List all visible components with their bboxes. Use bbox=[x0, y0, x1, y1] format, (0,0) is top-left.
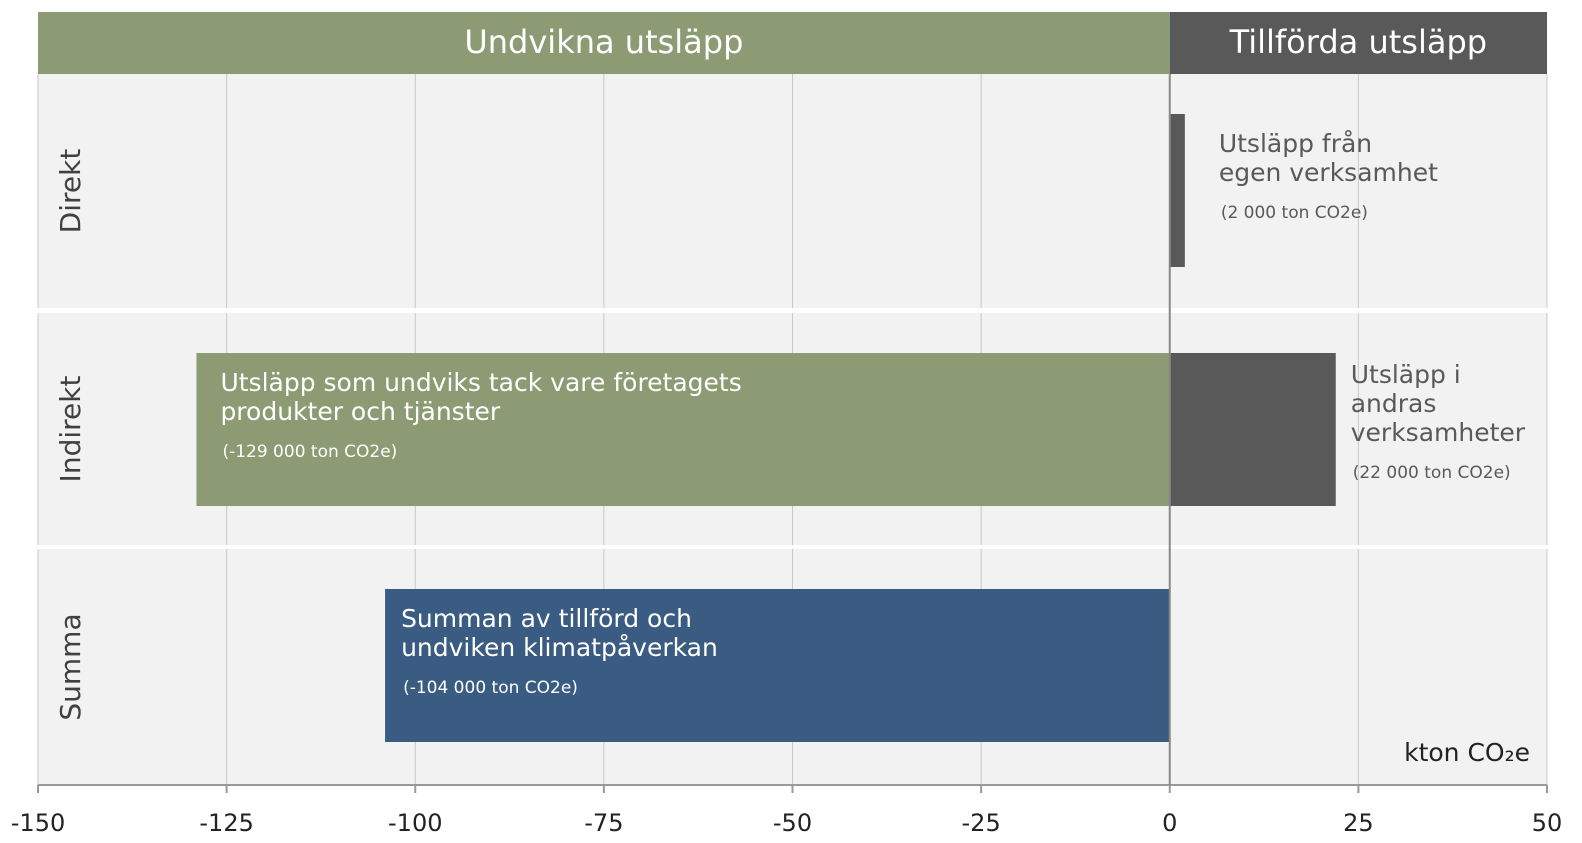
header-label: Undvikna utsläpp bbox=[464, 23, 743, 61]
bar bbox=[385, 589, 1170, 742]
x-tick-label: 25 bbox=[1343, 809, 1374, 837]
value-label: (22 000 ton CO2e) bbox=[1353, 463, 1511, 483]
bar-annotation: egen verksamhet bbox=[1219, 158, 1438, 187]
x-tick-label: -50 bbox=[773, 809, 812, 837]
bar-annotation: andras bbox=[1351, 389, 1437, 418]
value-label: (-129 000 ton CO2e) bbox=[222, 442, 397, 462]
x-tick-label: 0 bbox=[1162, 809, 1177, 837]
header-band bbox=[38, 12, 1170, 74]
value-label: (2 000 ton CO2e) bbox=[1221, 203, 1368, 223]
bar-annotation: Utsläpp från bbox=[1219, 129, 1372, 158]
header-band bbox=[1169, 12, 1547, 74]
x-tick-label: -150 bbox=[11, 809, 65, 837]
bar-annotation: verksamheter bbox=[1351, 418, 1526, 447]
x-tick-label: -75 bbox=[584, 809, 623, 837]
x-tick-label: -100 bbox=[388, 809, 442, 837]
bar bbox=[1169, 353, 1336, 506]
bar-annotation: Summan av tillförd och bbox=[401, 604, 692, 633]
x-axis-label: kton CO₂e bbox=[1404, 738, 1530, 767]
bar-annotation: Utsläpp i bbox=[1351, 360, 1461, 389]
row-label: Summa bbox=[54, 613, 87, 720]
x-tick-label: -125 bbox=[199, 809, 253, 837]
bar-annotation: undviken klimatpåverkan bbox=[401, 633, 718, 662]
row-label: Indirekt bbox=[54, 376, 87, 483]
header-label: Tillförda utsläpp bbox=[1229, 23, 1487, 61]
value-label: (-104 000 ton CO2e) bbox=[403, 678, 578, 698]
x-tick-label: -25 bbox=[962, 809, 1001, 837]
bar-annotation: produkter och tjänster bbox=[220, 397, 500, 426]
bar bbox=[1169, 114, 1185, 267]
row-label: Direkt bbox=[54, 149, 87, 234]
x-tick-label: 50 bbox=[1532, 809, 1563, 837]
bar-annotation: Utsläpp som undviks tack vare företagets bbox=[220, 368, 741, 397]
bar bbox=[196, 353, 1170, 506]
